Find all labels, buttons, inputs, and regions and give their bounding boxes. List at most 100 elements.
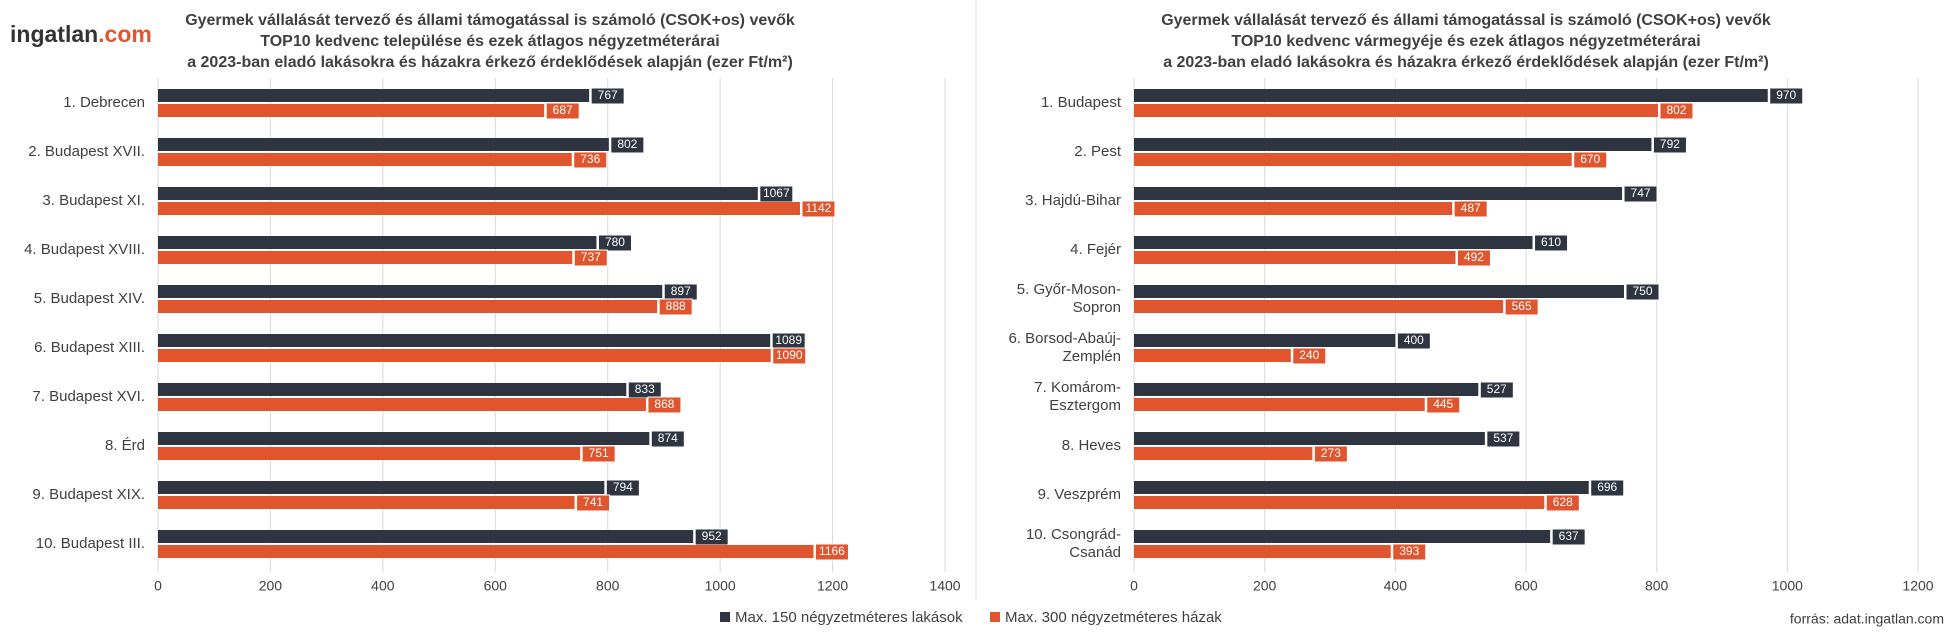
category-label-line: 2. Budapest XVII. <box>28 143 145 160</box>
category-label: 8. Érd <box>105 437 145 454</box>
x-tick-label: 400 <box>1384 578 1408 594</box>
category-label: 10. Budapest III. <box>36 535 145 552</box>
legend-swatch <box>720 612 730 622</box>
value-label: 1142 <box>806 201 832 215</box>
bar <box>158 545 814 558</box>
value-label: 736 <box>580 152 600 166</box>
value-label: 802 <box>1666 103 1686 117</box>
x-tick-label: 0 <box>154 578 162 594</box>
category-label: 4. Budapest XVIII. <box>24 241 145 258</box>
source: forrás: adat.ingatlan.com <box>1790 611 1944 627</box>
bar <box>1134 138 1652 151</box>
bar <box>1134 530 1551 543</box>
bar <box>158 349 771 362</box>
value-label-box <box>1313 445 1348 463</box>
value-label-box <box>772 347 807 365</box>
value-label: 751 <box>589 446 609 460</box>
value-label: 737 <box>581 250 601 264</box>
legend-label: Max. 300 négyzetméteres házak <box>1005 609 1222 626</box>
value-label: 240 <box>1299 348 1319 362</box>
x-tick-label: 0 <box>1130 578 1138 594</box>
category-label-line: 3. Budapest XI. <box>42 192 145 209</box>
value-label-box <box>1392 543 1427 561</box>
legend-label: Max. 150 négyzetméteres lakások <box>735 609 963 626</box>
logo-text: ingatlan <box>10 21 98 47</box>
bar <box>158 202 800 215</box>
bar <box>158 138 609 151</box>
value-label-box <box>1652 136 1687 154</box>
value-label: 1067 <box>763 186 790 200</box>
value-label-box <box>1426 396 1461 414</box>
bar <box>1134 251 1456 264</box>
value-label-box <box>1456 249 1491 267</box>
bar <box>158 285 663 298</box>
value-label-box <box>1659 102 1694 120</box>
value-label-box <box>1479 381 1514 399</box>
value-label: 537 <box>1493 431 1513 445</box>
chart-title: TOP10 kedvenc települése és ezek átlagos… <box>260 33 720 50</box>
x-tick-label: 1200 <box>817 578 848 594</box>
value-label: 897 <box>671 284 691 298</box>
value-label-box <box>801 200 836 218</box>
chart-title: a 2023-ban eladó lakásokra és házakra ér… <box>187 54 793 71</box>
value-label: 565 <box>1512 299 1532 313</box>
bar <box>158 530 694 543</box>
value-label: 400 <box>1404 333 1424 347</box>
value-label-box <box>590 87 625 105</box>
category-label-line: 8. Érd <box>105 437 145 454</box>
value-label-box <box>545 102 580 120</box>
bar <box>1134 496 1545 509</box>
value-label-box <box>1545 494 1580 512</box>
value-label-box <box>1625 283 1660 301</box>
x-tick-label: 200 <box>1253 578 1277 594</box>
category-label: 3. Budapest XI. <box>42 192 145 209</box>
value-label-box <box>610 136 645 154</box>
value-label-box <box>573 249 608 267</box>
category-label: 7. Budapest XVI. <box>32 388 145 405</box>
value-label: 741 <box>583 495 603 509</box>
value-label: 527 <box>1487 382 1507 396</box>
bar <box>158 251 573 264</box>
value-label-box <box>581 445 616 463</box>
value-label: 767 <box>598 88 618 102</box>
category-label-line: Zemplén <box>1063 348 1121 365</box>
chart-title: Gyermek vállalását tervező és állami tám… <box>1161 12 1771 29</box>
category-label: 2. Pest <box>1074 143 1122 160</box>
category-label-line: 3. Hajdú-Bihar <box>1025 192 1121 209</box>
value-label-box <box>650 430 685 448</box>
category-label: 3. Hajdú-Bihar <box>1025 192 1121 209</box>
x-tick-label: 1000 <box>705 578 736 594</box>
category-label-line: 10. Budapest III. <box>36 535 145 552</box>
bar <box>158 236 597 249</box>
value-label-box <box>1573 151 1608 169</box>
bar <box>1134 432 1485 445</box>
logo-suffix: .com <box>98 21 152 47</box>
bar <box>1134 104 1658 117</box>
value-label-box <box>814 543 849 561</box>
value-label: 750 <box>1632 284 1652 298</box>
value-label: 747 <box>1631 186 1651 200</box>
category-label-line: 6. Borsod-Abaúj- <box>1008 330 1121 347</box>
category-label-line: 6. Budapest XIII. <box>34 339 145 356</box>
bar <box>158 447 581 460</box>
x-tick-label: 1200 <box>1902 578 1933 594</box>
value-label: 794 <box>613 480 633 494</box>
x-tick-label: 200 <box>259 578 283 594</box>
category-label-line: 9. Budapest XIX. <box>32 486 145 503</box>
bar <box>1134 349 1291 362</box>
category-label: 5. Budapest XIV. <box>34 290 145 307</box>
category-label-line: 9. Veszprém <box>1038 486 1121 503</box>
value-label: 670 <box>1580 152 1600 166</box>
x-tick-label: 600 <box>484 578 508 594</box>
value-label-box <box>1534 234 1569 252</box>
x-tick-label: 800 <box>1645 578 1669 594</box>
category-label-line: 1. Debrecen <box>63 94 145 111</box>
value-label-box <box>573 151 608 169</box>
value-label-box <box>597 234 632 252</box>
bar <box>158 481 605 494</box>
bar <box>158 432 650 445</box>
bar <box>1134 481 1589 494</box>
category-label: 9. Veszprém <box>1038 486 1121 503</box>
value-label: 970 <box>1776 88 1796 102</box>
category-label-line: 4. Budapest XVIII. <box>24 241 145 258</box>
